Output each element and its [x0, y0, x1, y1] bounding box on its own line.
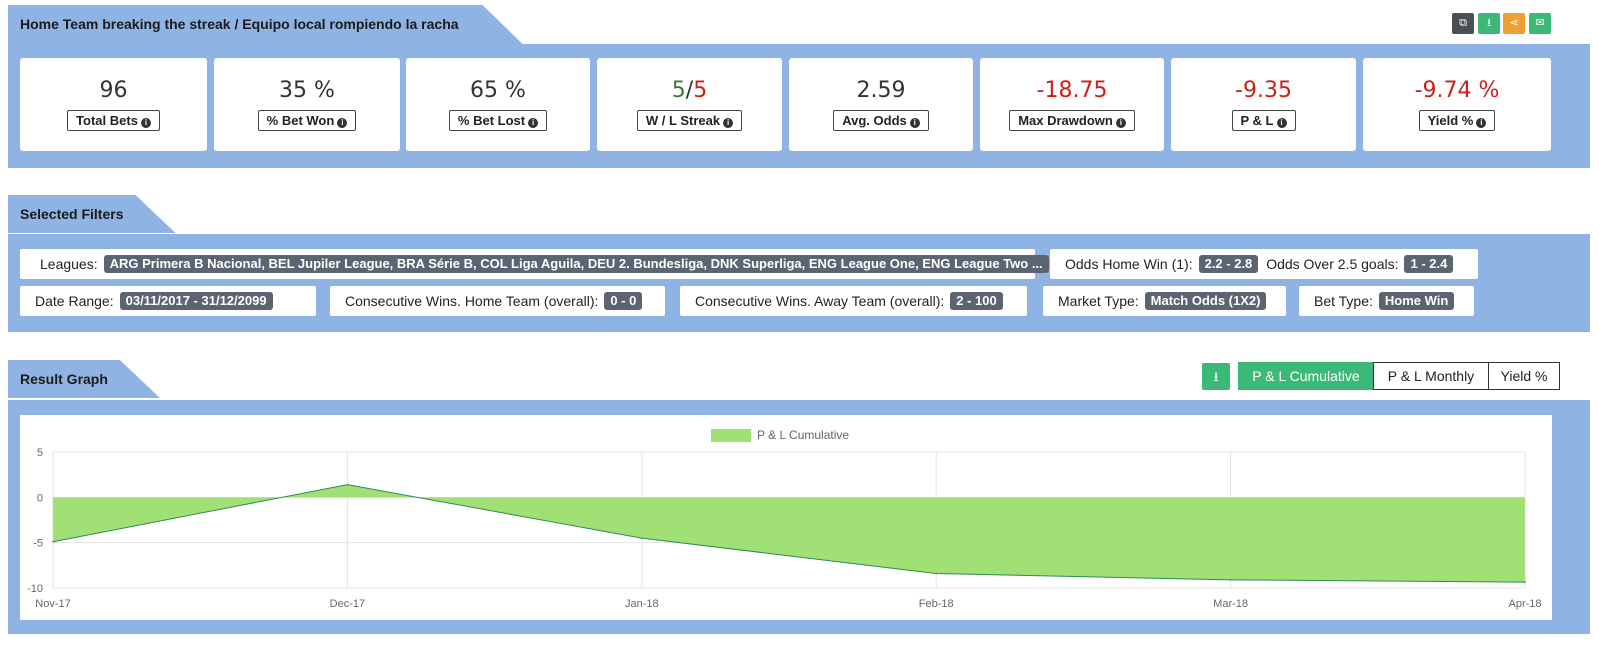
stat-value: 35 %: [279, 78, 335, 103]
stat-label[interactable]: Avg. Odds i: [833, 110, 929, 131]
share-icon[interactable]: ⋖: [1503, 13, 1525, 34]
filter-market-type: Market Type: Match Odds (1X2): [1043, 286, 1286, 316]
series-line: [52, 484, 1526, 583]
filters-title: Selected Filters: [8, 195, 176, 233]
tab-pl-monthly[interactable]: P & L Monthly: [1373, 362, 1489, 390]
stats-panel: 96 Total Bets i 35 % % Bet Won i 65 % % Be…: [8, 44, 1590, 168]
y-tick-label: 5: [37, 447, 43, 459]
x-tick-label: Feb-18: [919, 598, 954, 610]
data-point: [935, 572, 937, 575]
stat-value: -9.74 %: [1414, 78, 1500, 103]
download-icon: ⭳: [1213, 369, 1219, 384]
x-tick-label: Jan-18: [625, 598, 659, 610]
tab-yield[interactable]: Yield %: [1488, 362, 1560, 390]
x-tick-label: Nov-17: [35, 598, 70, 610]
legend-label: P & L Cumulative: [757, 428, 849, 442]
result-graph-title: Result Graph: [8, 360, 160, 398]
stat-label[interactable]: Max Drawdown i: [1009, 110, 1135, 131]
stat-label[interactable]: Yield % i: [1418, 110, 1496, 131]
stat-yield: -9.74 % Yield % i: [1363, 58, 1551, 151]
stat-max-drawdown: -18.75 Max Drawdown i: [980, 58, 1164, 151]
y-tick-label: 0: [37, 492, 43, 504]
email-icon[interactable]: ✉: [1529, 13, 1551, 34]
stat-bet-won: 35 % % Bet Won i: [214, 58, 400, 151]
x-tick-label: Apr-18: [1508, 598, 1541, 610]
filter-date-range: Date Range: 03/11/2017 - 31/12/2099: [20, 286, 316, 316]
info-icon: i: [337, 118, 348, 128]
info-icon: i: [1276, 118, 1287, 128]
graph-download-button[interactable]: ⭳: [1202, 363, 1230, 390]
stat-label[interactable]: Total Bets i: [67, 110, 160, 131]
stat-value: 65 %: [470, 78, 526, 103]
info-icon: i: [909, 118, 920, 128]
stat-value: 96: [99, 78, 128, 103]
download-icon[interactable]: ⭳: [1478, 13, 1500, 34]
data-point: [1524, 581, 1526, 583]
pl-chart: 5 0 -5 -10 Nov-17 Dec-17 Jan-18 Feb-18 Mar-18 Apr…: [27, 428, 1541, 610]
stat-label[interactable]: % Bet Lost i: [448, 110, 548, 131]
data-point: [1229, 579, 1232, 581]
page-title-text: Home Team breaking the streak / Equipo l…: [20, 16, 459, 32]
filter-bet-type: Bet Type: Home Win: [1299, 286, 1474, 316]
stat-label[interactable]: W / L Streak i: [636, 110, 743, 131]
stat-label[interactable]: % Bet Won i: [257, 110, 357, 131]
filter-cons-away: Consecutive Wins. Away Team (overall): 2 …: [680, 286, 1027, 316]
stat-value: 5/5: [671, 78, 708, 103]
data-point: [346, 483, 349, 486]
stat-value: -18.75: [1036, 78, 1108, 103]
stat-bet-lost: 65 % % Bet Lost i: [406, 58, 590, 151]
filters-panel: Leagues: ARG Primera B Nacional, BEL Jupi…: [8, 234, 1590, 332]
chart-container: 5 0 -5 -10 Nov-17 Dec-17 Jan-18 Feb-18 Mar-18 Apr…: [20, 415, 1552, 620]
y-tick-label: -5: [33, 538, 43, 550]
info-icon: i: [140, 118, 151, 128]
data-point: [641, 537, 643, 539]
filter-leagues: Leagues: ARG Primera B Nacional, BEL Jupi…: [20, 249, 1049, 279]
stat-total-bets: 96 Total Bets i: [20, 58, 207, 151]
info-icon: i: [1115, 118, 1126, 128]
stat-value: -9.35: [1235, 78, 1292, 103]
y-tick-label: -10: [27, 583, 43, 595]
series-area: [53, 484, 1525, 583]
legend-swatch: [711, 429, 751, 442]
filter-cons-home: Consecutive Wins. Home Team (overall): 0 …: [330, 286, 665, 316]
info-icon: i: [1476, 118, 1487, 128]
tab-pl-cumulative[interactable]: P & L Cumulative: [1238, 362, 1374, 390]
stat-value: 2.59: [856, 78, 906, 103]
stat-avg-odds: 2.59 Avg. Odds i: [789, 58, 973, 151]
filter-odds: Odds Home Win (1): 2.2 - 2.8 Odds Over 2.…: [1050, 249, 1478, 279]
data-point: [52, 540, 54, 543]
x-tick-label: Dec-17: [330, 598, 365, 610]
info-icon: i: [723, 118, 734, 128]
x-tick-label: Mar-18: [1213, 598, 1248, 610]
stat-wl-streak: 5/5 W / L Streak i: [597, 58, 782, 151]
copy-icon[interactable]: ⧉: [1452, 13, 1474, 34]
info-icon: i: [528, 118, 539, 128]
page-title: Home Team breaking the streak / Equipo l…: [8, 5, 523, 44]
